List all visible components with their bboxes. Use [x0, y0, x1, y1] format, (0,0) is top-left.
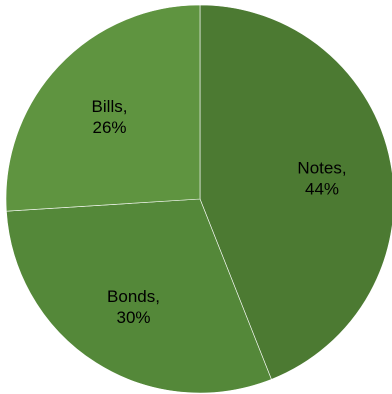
- pie-slice-bonds: [6, 198, 272, 394]
- pie-slices: [5, 4, 392, 394]
- pie-label-name: Bills,: [92, 97, 128, 116]
- pie-label-bills: Bills, 26%: [92, 97, 128, 137]
- pie-labels: Notes, 44% Bonds, 30% Bills, 26%: [92, 97, 347, 327]
- pie-label-percent: 44%: [305, 180, 339, 199]
- pie-label-name: Notes,: [297, 159, 346, 178]
- pie-label-percent: 30%: [116, 308, 150, 327]
- pie-label-bonds: Bonds, 30%: [107, 287, 160, 327]
- pie-label-name: Bonds,: [107, 287, 160, 306]
- pie-slice-bills: [5, 4, 201, 212]
- pie-label-percent: 26%: [92, 118, 126, 137]
- pie-label-notes: Notes, 44%: [297, 159, 346, 199]
- pie-slice-notes: [199, 4, 392, 380]
